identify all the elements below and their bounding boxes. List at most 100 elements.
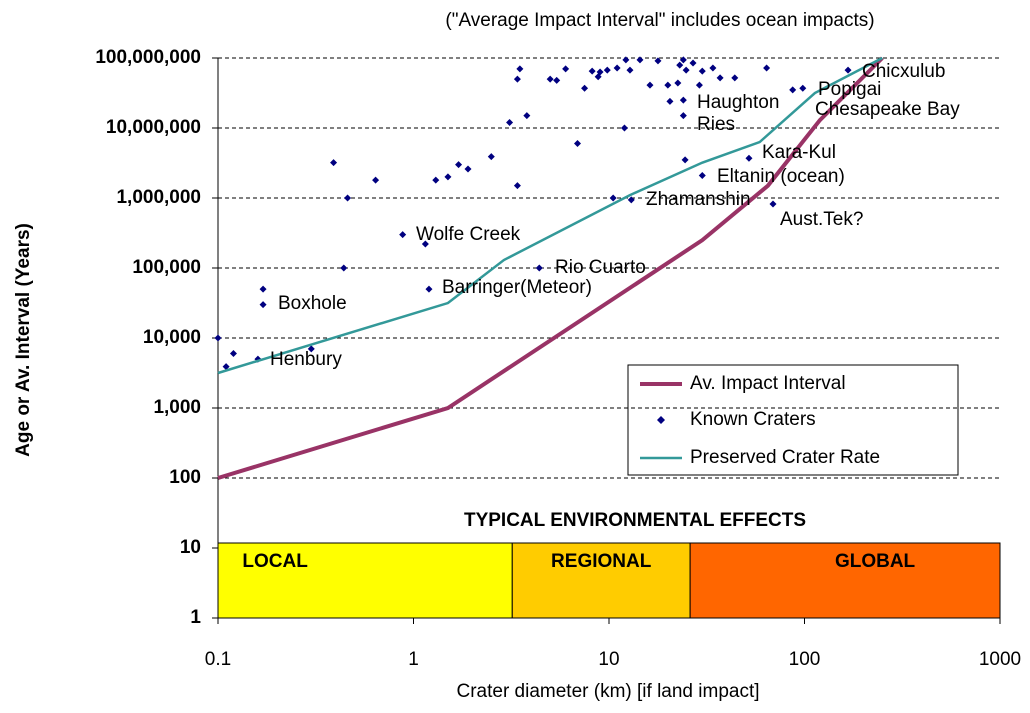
crater-point — [654, 57, 662, 65]
crater-name: Popigai — [818, 79, 881, 100]
crater-point — [603, 66, 611, 74]
crater-point — [506, 118, 514, 126]
crater-name: Wolfe Creek — [416, 224, 521, 245]
crater-point — [307, 345, 315, 353]
crater-point — [695, 81, 703, 89]
crater-point — [844, 66, 852, 74]
crater-point — [425, 285, 433, 293]
crater-point — [513, 182, 521, 190]
crater-point — [769, 200, 777, 208]
crater-name: Ries — [697, 114, 735, 135]
legend-label: Av. Impact Interval — [690, 373, 846, 394]
crater-point — [716, 74, 724, 82]
crater-point — [698, 171, 706, 179]
crater-point — [573, 140, 581, 148]
y-tick-label: 10,000,000 — [106, 117, 201, 138]
crater-point — [679, 56, 687, 64]
crater-point — [613, 64, 621, 72]
crater-point — [487, 153, 495, 161]
crater-point — [622, 56, 630, 64]
crater-point — [372, 176, 380, 184]
crater-point — [676, 61, 684, 69]
effect-zone-label: GLOBAL — [835, 551, 916, 572]
crater-point — [745, 154, 753, 162]
crater-point — [709, 64, 717, 72]
crater-point — [464, 165, 472, 173]
crater-point — [562, 65, 570, 73]
legend-label: Known Craters — [690, 409, 816, 430]
crater-name: Zhamanshin — [646, 189, 751, 210]
crater-point — [516, 65, 524, 73]
crater-point — [799, 84, 807, 92]
crater-point — [646, 81, 654, 89]
crater-point — [681, 156, 689, 164]
crater-point — [679, 96, 687, 104]
crater-point — [222, 363, 230, 371]
y-tick-label: 100,000,000 — [95, 47, 201, 68]
chart-subtitle: ("Average Impact Interval" includes ocea… — [445, 10, 874, 31]
y-tick-label: 10 — [180, 537, 201, 558]
crater-point — [596, 68, 604, 76]
y-tick-label: 1 — [190, 607, 201, 628]
crater-point — [626, 66, 634, 74]
x-tick-label: 1 — [408, 649, 419, 670]
crater-point — [553, 76, 561, 84]
x-tick-label: 10 — [598, 649, 619, 670]
legend-box — [627, 364, 959, 476]
crater-point — [689, 59, 697, 67]
crater-name: Chicxulub — [862, 61, 945, 82]
crater-name: Kara-Kul — [762, 142, 836, 163]
crater-name: Chesapeake Bay — [815, 99, 960, 120]
crater-point — [535, 264, 543, 272]
crater-name: Barringer(Meteor) — [442, 277, 592, 298]
x-tick-label: 100 — [789, 649, 821, 670]
crater-name: Rio Cuarto — [555, 257, 646, 278]
crater-point — [609, 194, 617, 202]
crater-point — [432, 176, 440, 184]
crater-point — [581, 84, 589, 92]
series-line — [217, 56, 883, 375]
effects-title: TYPICAL ENVIRONMENTAL EFFECTS — [464, 510, 806, 531]
crater-point — [523, 112, 531, 120]
crater-name: Haughton — [697, 92, 779, 113]
crater-point — [344, 194, 352, 202]
y-axis-label: Age or Av. Interval (Years) — [13, 223, 34, 457]
crater-point — [455, 161, 463, 169]
y-tick-label: 100,000 — [132, 257, 201, 278]
crater-point — [636, 56, 644, 64]
crater-point — [682, 66, 690, 74]
x-tick-label: 0.1 — [205, 649, 231, 670]
crater-point — [588, 67, 596, 75]
crater-point — [698, 67, 706, 75]
effect-zone-label: LOCAL — [242, 551, 308, 572]
crater-name: Eltanin (ocean) — [717, 166, 845, 187]
effect-zone — [217, 542, 513, 619]
crater-point — [259, 301, 267, 309]
crater-point — [214, 334, 222, 342]
x-tick-label: 1000 — [979, 649, 1021, 670]
effect-zone — [689, 542, 1001, 619]
crater-point — [340, 264, 348, 272]
crater-point — [513, 75, 521, 83]
crater-point — [444, 173, 452, 181]
crater-point — [330, 159, 338, 167]
crater-point — [763, 64, 771, 72]
legend-swatch — [657, 416, 665, 424]
crater-point — [229, 350, 237, 358]
crater-point — [789, 86, 797, 94]
y-tick-label: 1,000 — [153, 397, 201, 418]
crater-name: Aust.Tek? — [780, 209, 863, 230]
crater-point — [627, 196, 635, 204]
crater-point — [399, 231, 407, 239]
y-tick-label: 100 — [169, 467, 201, 488]
y-tick-label: 1,000,000 — [116, 187, 201, 208]
crater-point — [666, 97, 674, 105]
legend-label: Preserved Crater Rate — [690, 447, 880, 468]
crater-point — [259, 285, 267, 293]
crater-point — [421, 240, 429, 248]
effect-zone-label: REGIONAL — [551, 551, 652, 572]
crater-point — [664, 81, 672, 89]
crater-point — [679, 112, 687, 120]
series-line — [217, 56, 884, 480]
